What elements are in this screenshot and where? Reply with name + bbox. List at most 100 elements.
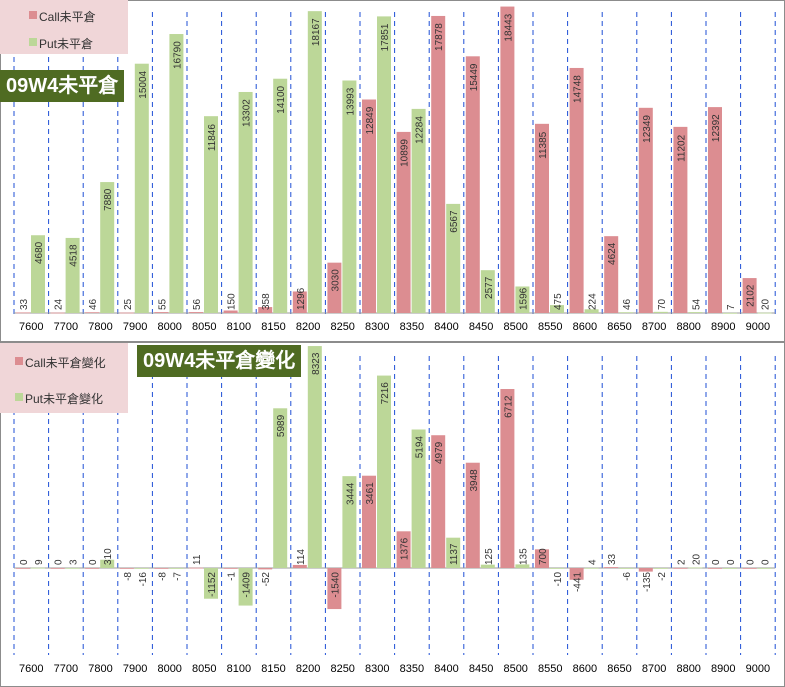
call-bar-8550 (535, 123, 549, 313)
put-value-label-7600: 4680 (34, 241, 45, 264)
put-bar-8250 (342, 476, 357, 568)
bottom-xtick-label: 8500 (503, 663, 527, 675)
call-bar-9000 (742, 568, 757, 569)
call-value-label-7800: 46 (88, 298, 99, 310)
put-bar-8400 (446, 203, 461, 313)
call-value-label-8800: 2 (676, 559, 687, 565)
put-value-label-8150: 14100 (276, 85, 287, 113)
put-value-label-8700: -2 (657, 572, 668, 581)
put-value-label-8550: 475 (553, 293, 564, 310)
put-bar-8050 (204, 116, 218, 313)
call-bar-8250 (327, 568, 342, 610)
top-xtick-label: 8000 (157, 321, 181, 333)
call-bar-8150 (258, 307, 273, 313)
call-value-label-8550: 11385 (538, 131, 549, 159)
put-bar-7900 (134, 63, 149, 313)
top-xtick-label: 8250 (330, 321, 354, 333)
top-xtick-label: 9000 (746, 321, 770, 333)
call-bar-7600 (16, 568, 30, 569)
top-xtick-label: 8900 (711, 321, 735, 333)
put-value-label-8600: 4 (588, 559, 599, 565)
call-bar-8250 (327, 262, 342, 313)
put-value-label-7900: -16 (138, 572, 149, 587)
bottom-xtick-label: 8150 (261, 663, 285, 675)
put-value-label-8300: 7216 (380, 382, 391, 405)
call-bar-8650 (604, 236, 619, 313)
call-bar-8450 (465, 462, 480, 568)
call-bar-8500 (500, 389, 515, 568)
put-bar-8550 (550, 305, 564, 313)
bottom-xtick-label: 8550 (538, 663, 562, 675)
call-value-label-8500: 6712 (503, 395, 514, 418)
top-xtick-label: 8050 (192, 321, 216, 333)
call-value-label-9000: 2102 (746, 284, 757, 307)
put-value-label-8400: 6567 (449, 210, 460, 233)
call-bar-8900 (708, 107, 722, 313)
put-bar-8650 (619, 568, 634, 569)
call-value-label-8350: 10899 (400, 139, 411, 167)
call-value-label-8150: 358 (261, 293, 272, 310)
call-value-label-9000: 0 (746, 559, 757, 565)
put-value-label-8450: 125 (484, 548, 495, 565)
bottom-xtick-label: 7600 (19, 663, 43, 675)
call-bar-8600 (569, 67, 584, 314)
call-bar-8800 (673, 567, 688, 569)
put-bar-8650 (619, 312, 634, 314)
put-bar-8150 (273, 78, 288, 313)
call-bar-8400 (431, 15, 446, 313)
put-value-label-8500: 1596 (518, 287, 529, 310)
put-bar-8700 (653, 311, 668, 313)
put-value-label-8500: 135 (518, 548, 529, 565)
call-value-label-8300: 12849 (365, 106, 376, 134)
put-value-label-8000: 16790 (172, 41, 183, 69)
put-bar-8300 (377, 375, 391, 568)
call-value-label-7700: 24 (54, 298, 65, 310)
call-bar-8300 (362, 475, 376, 568)
put-value-label-8900: 0 (726, 559, 737, 565)
call-value-label-8250: -1540 (330, 572, 341, 598)
top-chart-frame (0, 0, 785, 342)
call-value-label-8050: 11 (192, 554, 203, 565)
bottom-xtick-label: 8900 (711, 663, 735, 675)
put-value-label-8350: 5194 (415, 436, 426, 459)
call-bar-7900 (119, 568, 134, 569)
put-legend-label: Put未平倉 (39, 37, 94, 51)
put-bar-7800 (100, 559, 115, 568)
put-bar-8400 (446, 537, 461, 568)
bottom-xtick-label: 8800 (676, 663, 700, 675)
put-bar-8500 (515, 564, 530, 568)
call-value-label-8200: 1296 (296, 287, 307, 310)
call-bar-8550 (535, 549, 549, 568)
put-bar-8200 (307, 346, 322, 568)
bottom-xtick-label: 9000 (746, 663, 770, 675)
call-value-label-8900: 0 (711, 559, 722, 565)
top-xtick-label: 8800 (676, 321, 700, 333)
call-value-label-7900: -8 (123, 572, 134, 581)
call-value-label-7600: 33 (19, 298, 30, 310)
call-value-label-8450: 3948 (469, 469, 480, 492)
put-change-legend-swatch (15, 393, 23, 401)
bottom-xtick-label: 8650 (607, 663, 631, 675)
call-value-label-8800: 11202 (676, 134, 687, 162)
call-bar-8200 (292, 564, 307, 568)
bottom-xtick-label: 8600 (573, 663, 597, 675)
put-bar-7600 (31, 567, 45, 569)
call-bar-7900 (119, 312, 134, 314)
put-value-label-8150: 5989 (276, 414, 287, 437)
call-legend-swatch (29, 11, 37, 19)
put-bar-8600 (584, 567, 599, 569)
bottom-xtick-label: 7700 (54, 663, 78, 675)
put-value-label-8200: 18167 (311, 18, 322, 46)
top-xtick-label: 8300 (365, 321, 389, 333)
call-bar-8650 (604, 567, 619, 568)
call-bar-8700 (638, 107, 653, 313)
put-bar-8100 (238, 568, 253, 606)
call-value-label-8000: -8 (157, 572, 168, 581)
bottom-chart-title: 09W4未平倉變化 (137, 345, 302, 377)
call-value-label-8700: 12349 (642, 115, 653, 143)
put-value-label-8650: 46 (622, 298, 633, 310)
call-value-label-8900: 12392 (711, 114, 722, 142)
call-value-label-7800: 0 (88, 559, 99, 565)
top-legend: Call未平倉 Put未平倉 (0, 0, 128, 54)
bottom-xtick-label: 7800 (88, 663, 112, 675)
